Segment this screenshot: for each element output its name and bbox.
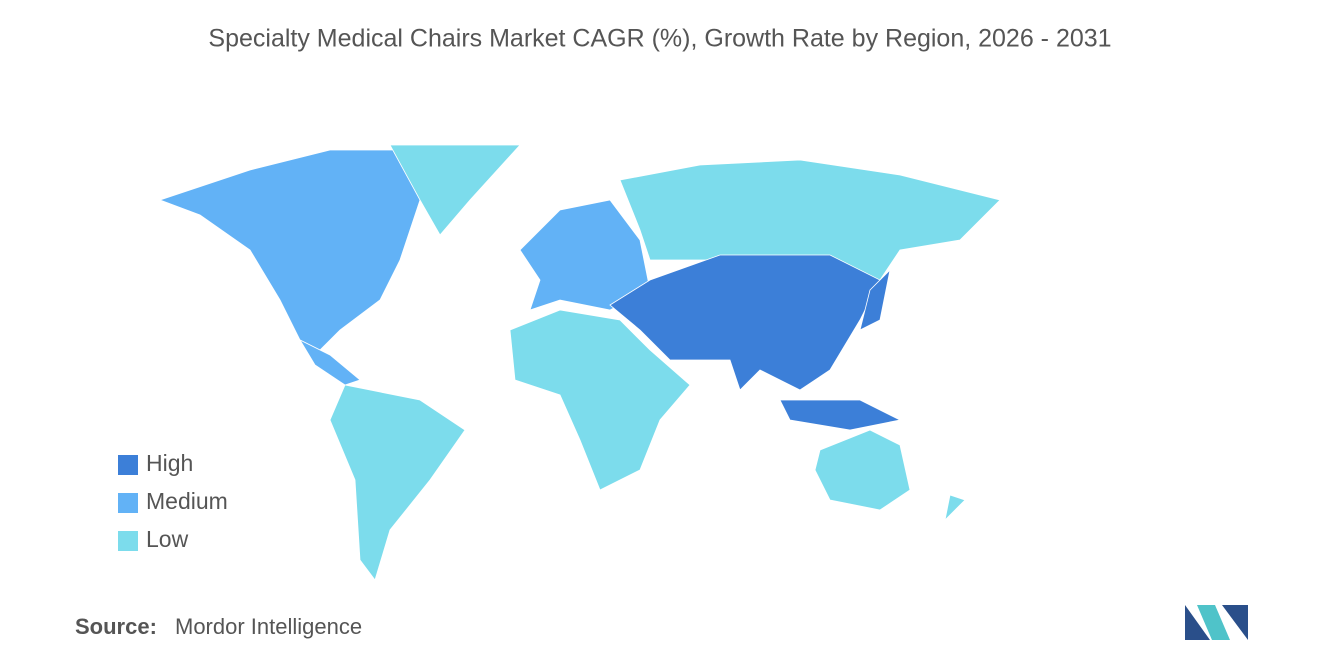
south-america [329,384,466,581]
legend-label: Low [146,526,189,552]
north-america [158,149,421,351]
title: Specialty Medical Chairs Market CAGR (%)… [208,25,1111,53]
central-america [298,339,361,386]
legend-swatch [118,531,138,551]
legend-swatch [118,493,138,513]
russia [619,159,1001,281]
legend-label: Medium [146,488,228,514]
legend-label: High [146,450,193,476]
southeast-asia [779,399,902,431]
legend-swatch [118,455,138,475]
japan [859,268,891,331]
africa [509,309,691,491]
asia [609,254,881,391]
source-text: Mordor Intelligence [175,614,362,639]
new-zealand [944,494,966,522]
source-label: Source: [75,614,157,639]
legend: High Medium Low [118,450,228,552]
australia [814,429,911,511]
logo [1185,605,1248,640]
world-map [158,144,1001,581]
greenland [389,144,521,236]
